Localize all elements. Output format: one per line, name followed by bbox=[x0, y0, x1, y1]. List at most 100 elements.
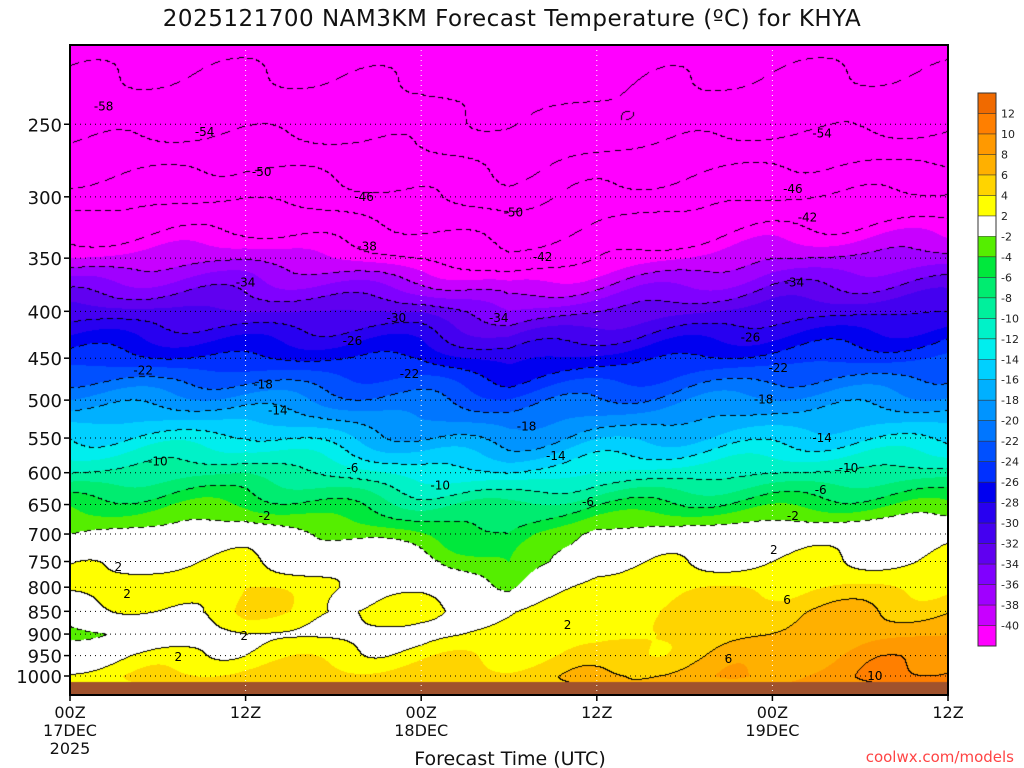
colorbar-swatch bbox=[978, 543, 996, 565]
contour-label: -2 bbox=[787, 509, 799, 523]
colorbar-swatch bbox=[978, 625, 996, 647]
colorbar-label: -8 bbox=[1001, 292, 1012, 305]
x-tick-label: 18DEC bbox=[394, 721, 448, 740]
colorbar-label: -20 bbox=[1001, 415, 1019, 428]
colorbar-swatch bbox=[978, 564, 996, 586]
colorbar-label: -30 bbox=[1001, 517, 1019, 530]
x-tick-label: 00Z bbox=[757, 703, 788, 722]
colorbar-swatch bbox=[978, 338, 996, 360]
x-tick-label: 12Z bbox=[932, 703, 963, 722]
credit-link[interactable]: coolwx.com/models bbox=[865, 748, 1014, 766]
colorbar-swatch bbox=[978, 236, 996, 258]
y-tick-label: 850 bbox=[28, 602, 62, 623]
colorbar-swatch bbox=[978, 523, 996, 545]
colorbar-swatch bbox=[978, 93, 996, 114]
colorbar-label: 2 bbox=[1001, 210, 1008, 223]
colorbar-label: -40 bbox=[1001, 620, 1019, 633]
contour-label: -50 bbox=[504, 205, 524, 219]
contour-label: -10 bbox=[148, 454, 168, 468]
contour-label: -14 bbox=[812, 431, 832, 445]
y-tick-label: 250 bbox=[28, 115, 62, 136]
contour-label: -46 bbox=[354, 190, 374, 204]
colorbar-swatch bbox=[978, 297, 996, 319]
y-tick-label: 1000 bbox=[16, 667, 62, 688]
colorbar-label: 8 bbox=[1001, 148, 1008, 161]
x-tick-label: 12Z bbox=[230, 703, 261, 722]
colorbar-frame bbox=[977, 92, 997, 647]
contour-label: -42 bbox=[798, 210, 818, 224]
y-tick-label: 800 bbox=[28, 578, 62, 599]
y-tick-label: 600 bbox=[28, 464, 62, 485]
contour-label: -22 bbox=[400, 367, 420, 381]
colorbar-label: -28 bbox=[1001, 497, 1019, 510]
x-tick-label: 2025 bbox=[50, 739, 91, 758]
colorbar-label: -36 bbox=[1001, 579, 1019, 592]
colorbar-label: -14 bbox=[1001, 353, 1019, 366]
colorbar-swatch bbox=[978, 482, 996, 504]
contour-label: 2 bbox=[123, 587, 131, 601]
colorbar-swatch bbox=[978, 461, 996, 483]
y-tick-label: 550 bbox=[28, 429, 62, 450]
colorbar-label: -22 bbox=[1001, 435, 1019, 448]
contour-label: 10 bbox=[867, 669, 882, 683]
contour-label: -6 bbox=[582, 495, 594, 509]
y-tick-label: 350 bbox=[28, 249, 62, 270]
y-tick-label: 700 bbox=[28, 525, 62, 546]
contour-label: -18 bbox=[517, 419, 537, 433]
contour-label: 6 bbox=[725, 652, 733, 666]
contour-label: -34 bbox=[489, 311, 509, 325]
temperature-field-heatmap bbox=[70, 45, 948, 695]
contour-label: 2 bbox=[174, 650, 182, 664]
contour-label: -26 bbox=[343, 334, 363, 348]
x-tick-label: 12Z bbox=[581, 703, 612, 722]
contour-label: -22 bbox=[133, 363, 153, 377]
contour-label: -46 bbox=[783, 182, 803, 196]
colorbar-swatch bbox=[978, 195, 996, 217]
x-tick-label: 00Z bbox=[406, 703, 437, 722]
contour-label: -50 bbox=[252, 165, 272, 179]
contour-label: -10 bbox=[430, 479, 450, 493]
y-tick-label: 450 bbox=[28, 349, 62, 370]
contour-label: -58 bbox=[94, 99, 114, 113]
y-tick-label: 650 bbox=[28, 496, 62, 517]
contour-label: -38 bbox=[357, 240, 377, 254]
contour-label: -22 bbox=[768, 361, 788, 375]
y-tick-label: 300 bbox=[28, 188, 62, 209]
colorbar-swatch bbox=[978, 584, 996, 606]
contour-label: -34 bbox=[236, 275, 256, 289]
colorbar-swatch bbox=[978, 174, 996, 196]
contour-label: -54 bbox=[812, 127, 832, 141]
colorbar-label: -32 bbox=[1001, 538, 1019, 551]
colorbar-swatch bbox=[978, 502, 996, 524]
colorbar-label: -34 bbox=[1001, 558, 1019, 571]
colorbar-label: -24 bbox=[1001, 456, 1019, 469]
chart-title: 2025121700 NAM3KM Forecast Temperature (… bbox=[162, 6, 862, 32]
colorbar-label: -6 bbox=[1001, 271, 1012, 284]
contour-label: 2 bbox=[564, 618, 572, 632]
colorbar-label: -18 bbox=[1001, 394, 1019, 407]
x-tick-label: 17DEC bbox=[43, 721, 97, 740]
y-tick-label: 750 bbox=[28, 553, 62, 574]
contour-label: 2 bbox=[770, 543, 778, 557]
colorbar-swatch bbox=[978, 420, 996, 442]
x-tick-label: 19DEC bbox=[745, 721, 799, 740]
contour-label: 6 bbox=[783, 593, 791, 607]
colorbar-label: -12 bbox=[1001, 333, 1019, 346]
contour-label: 2 bbox=[114, 560, 122, 574]
x-tick-label: 00Z bbox=[54, 703, 85, 722]
colorbar-label: -16 bbox=[1001, 374, 1019, 387]
colorbar-swatch bbox=[978, 400, 996, 422]
colorbar-label: -10 bbox=[1001, 312, 1019, 325]
colorbar-label: -4 bbox=[1001, 251, 1012, 264]
contour-label: -34 bbox=[785, 275, 805, 289]
contour-label: -26 bbox=[741, 330, 761, 344]
contour-label: -54 bbox=[195, 125, 215, 139]
colorbar-swatch bbox=[978, 441, 996, 463]
colorbar-swatch bbox=[978, 605, 996, 627]
contour-label: -42 bbox=[533, 250, 553, 264]
contour-label: -2 bbox=[259, 509, 271, 523]
colorbar-label: -26 bbox=[1001, 476, 1019, 489]
x-axis-title: Forecast Time (UTC) bbox=[414, 748, 605, 768]
contour-label: -10 bbox=[839, 461, 859, 475]
